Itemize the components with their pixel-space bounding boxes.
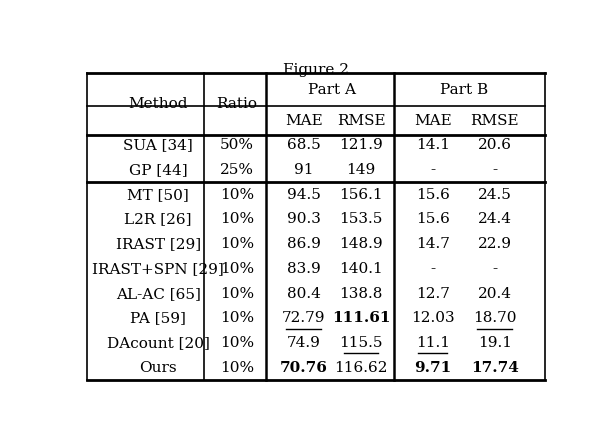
Text: 111.61: 111.61 (332, 312, 391, 326)
Text: 153.5: 153.5 (339, 213, 383, 227)
Text: 80.4: 80.4 (287, 287, 321, 301)
Text: 156.1: 156.1 (339, 188, 383, 202)
Text: 25%: 25% (220, 163, 254, 177)
Text: MAE: MAE (414, 114, 452, 128)
Text: 10%: 10% (220, 213, 254, 227)
Text: 74.9: 74.9 (287, 336, 321, 350)
Text: 12.03: 12.03 (411, 312, 455, 326)
Text: 10%: 10% (220, 287, 254, 301)
Text: 140.1: 140.1 (339, 262, 383, 276)
Text: 50%: 50% (220, 138, 254, 152)
Text: 12.7: 12.7 (416, 287, 450, 301)
Text: SUA [34]: SUA [34] (123, 138, 193, 152)
Text: PA [59]: PA [59] (130, 312, 186, 326)
Text: 70.76: 70.76 (280, 361, 328, 375)
Text: 15.6: 15.6 (416, 188, 450, 202)
Text: MT [50]: MT [50] (128, 188, 189, 202)
Text: 90.3: 90.3 (287, 213, 321, 227)
Text: RMSE: RMSE (337, 114, 386, 128)
Text: 10%: 10% (220, 336, 254, 350)
Text: 10%: 10% (220, 237, 254, 251)
Text: Ratio: Ratio (216, 97, 257, 111)
Text: 24.5: 24.5 (478, 188, 512, 202)
Text: 121.9: 121.9 (339, 138, 383, 152)
Text: 86.9: 86.9 (287, 237, 321, 251)
Text: GP [44]: GP [44] (129, 163, 187, 177)
Text: 14.7: 14.7 (416, 237, 450, 251)
Text: -: - (430, 163, 436, 177)
Text: -: - (492, 262, 497, 276)
Text: L2R [26]: L2R [26] (124, 213, 192, 227)
Text: Figure 2: Figure 2 (283, 63, 349, 77)
Text: 68.5: 68.5 (287, 138, 321, 152)
Text: MAE: MAE (285, 114, 323, 128)
Text: 22.9: 22.9 (478, 237, 512, 251)
Text: AL-AC [65]: AL-AC [65] (116, 287, 201, 301)
Text: -: - (492, 163, 497, 177)
Text: 10%: 10% (220, 188, 254, 202)
Text: 149: 149 (346, 163, 376, 177)
Text: 20.6: 20.6 (478, 138, 512, 152)
Text: 148.9: 148.9 (339, 237, 383, 251)
Text: DAcount [20]: DAcount [20] (107, 336, 209, 350)
Text: 11.1: 11.1 (416, 336, 450, 350)
Text: 91: 91 (294, 163, 314, 177)
Text: 94.5: 94.5 (287, 188, 321, 202)
Text: 138.8: 138.8 (339, 287, 383, 301)
Text: 17.74: 17.74 (471, 361, 519, 375)
Text: 14.1: 14.1 (416, 138, 450, 152)
Text: 83.9: 83.9 (287, 262, 321, 276)
Text: 10%: 10% (220, 312, 254, 326)
Text: IRAST+SPN [29]: IRAST+SPN [29] (92, 262, 224, 276)
Text: 116.62: 116.62 (334, 361, 388, 375)
Text: 115.5: 115.5 (339, 336, 383, 350)
Text: 20.4: 20.4 (478, 287, 512, 301)
Text: Part A: Part A (309, 83, 357, 97)
Text: Part B: Part B (440, 83, 488, 97)
Text: Method: Method (128, 97, 188, 111)
Text: 24.4: 24.4 (478, 213, 512, 227)
Text: 10%: 10% (220, 262, 254, 276)
Text: 72.79: 72.79 (282, 312, 325, 326)
Text: 10%: 10% (220, 361, 254, 375)
Text: 15.6: 15.6 (416, 213, 450, 227)
Text: Ours: Ours (139, 361, 177, 375)
Text: 18.70: 18.70 (473, 312, 516, 326)
Text: 9.71: 9.71 (414, 361, 452, 375)
Text: RMSE: RMSE (471, 114, 519, 128)
Text: IRAST [29]: IRAST [29] (116, 237, 201, 251)
Text: -: - (430, 262, 436, 276)
Text: 19.1: 19.1 (478, 336, 512, 350)
